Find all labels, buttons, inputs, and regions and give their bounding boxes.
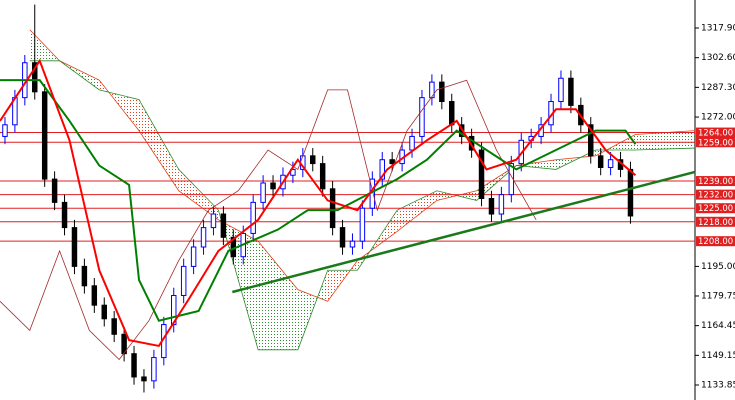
cloud-span-a <box>29 29 696 302</box>
cloud-segment <box>516 159 556 170</box>
candle-body <box>558 77 564 103</box>
candle-body <box>478 149 485 200</box>
y-tick-label: 1164.45 <box>701 321 735 331</box>
candle-body <box>260 182 266 203</box>
candle-body <box>91 285 98 306</box>
candle-body <box>111 318 117 335</box>
y-tick-label: 1133.85 <box>701 381 735 391</box>
candle-body <box>429 81 435 99</box>
candle-body <box>310 155 316 165</box>
indicator-line <box>0 79 537 361</box>
candle-body <box>349 240 356 248</box>
cloud-span-b <box>29 60 696 351</box>
candle-body <box>607 159 614 168</box>
candle-body <box>41 91 48 180</box>
candle-body <box>568 77 574 106</box>
candle-body <box>250 201 256 234</box>
candle-body <box>359 207 366 242</box>
candle-body <box>488 198 495 215</box>
level-label-box <box>696 127 735 138</box>
y-tick-label: 1179.75 <box>701 291 735 301</box>
level-label: 1232.00 <box>698 191 733 201</box>
candle-body <box>151 357 157 382</box>
candle-body <box>419 97 425 137</box>
candle-body <box>508 163 515 196</box>
level-label-box <box>696 137 735 148</box>
candle-body <box>210 213 217 229</box>
candle-body <box>379 159 385 180</box>
candle-body <box>389 159 395 165</box>
level-label-box <box>696 176 735 187</box>
y-tick-label: 1272.00 <box>701 113 735 123</box>
cloud-segment <box>258 241 298 350</box>
candle-body <box>220 213 227 238</box>
level-label: 1264.00 <box>698 129 733 139</box>
candle-body <box>2 124 8 137</box>
level-label: 1218.00 <box>698 218 733 228</box>
candle-body <box>319 163 326 190</box>
candle-body <box>498 194 505 215</box>
y-tick-label: 1317.90 <box>701 24 735 34</box>
candle-body <box>449 101 455 126</box>
level-label: 1259.00 <box>698 138 733 148</box>
candle-body <box>180 265 187 296</box>
candle-body <box>627 168 634 217</box>
candle-body <box>101 304 107 320</box>
candle-body <box>81 265 88 287</box>
level-label-box <box>696 216 735 227</box>
candle-body <box>131 353 137 378</box>
level-label-box <box>696 189 735 200</box>
candle-body <box>200 227 207 248</box>
level-label-box <box>696 236 735 247</box>
y-tick-label: 1149.15 <box>701 351 735 361</box>
y-tick-label: 1302.60 <box>701 53 735 63</box>
candle-body <box>141 376 147 382</box>
candle-body <box>588 124 594 157</box>
candle-body <box>71 227 78 267</box>
candle-body <box>329 188 336 229</box>
candle-body <box>439 81 445 103</box>
indicator-line <box>0 58 637 348</box>
trend-line <box>232 170 696 294</box>
candle-body <box>270 182 276 190</box>
cloud-segment <box>297 270 328 350</box>
level-label-box <box>696 203 735 214</box>
cloud-segment <box>635 130 695 151</box>
level-label: 1208.00 <box>698 237 733 247</box>
candle-body <box>171 294 177 326</box>
level-label: 1225.00 <box>698 204 733 214</box>
level-label: 1239.00 <box>698 177 733 187</box>
y-tick-label: 1287.30 <box>701 83 735 93</box>
cloud-segment <box>139 99 179 191</box>
candle-body <box>51 178 58 203</box>
candle-body <box>32 62 38 93</box>
candle-body <box>61 201 68 229</box>
candle-body <box>339 227 346 248</box>
y-tick-label: 1195.00 <box>701 262 735 272</box>
candle-body <box>190 246 197 267</box>
candle-body <box>409 135 415 151</box>
indicator-line <box>0 79 637 322</box>
candle-body <box>597 155 604 168</box>
